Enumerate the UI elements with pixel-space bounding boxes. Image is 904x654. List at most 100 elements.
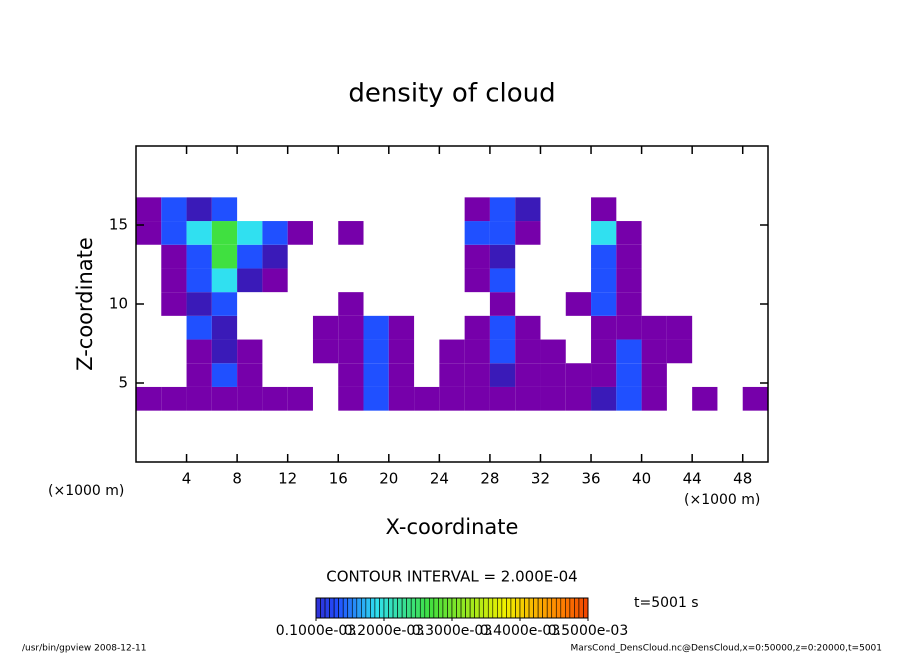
colorbar-stripe bbox=[583, 597, 589, 619]
cell bbox=[262, 316, 287, 340]
x-tick-label: 24 bbox=[430, 470, 449, 488]
cell bbox=[540, 292, 565, 316]
footer-right: MarsCond_DensCloud.nc@DensCloud,x=0:5000… bbox=[571, 644, 883, 654]
cell bbox=[515, 197, 541, 222]
cell bbox=[439, 221, 464, 245]
cell bbox=[338, 339, 364, 364]
cell bbox=[591, 268, 617, 293]
colorbar-stripe bbox=[320, 597, 326, 619]
colorbar-stripe bbox=[392, 597, 398, 619]
cell bbox=[161, 244, 187, 269]
cell bbox=[743, 268, 768, 292]
cell bbox=[692, 340, 717, 364]
colorbar-stripe bbox=[438, 597, 444, 619]
cell bbox=[237, 292, 262, 316]
cell bbox=[489, 292, 516, 316]
colorbar-stripe bbox=[365, 597, 371, 619]
cell bbox=[388, 386, 415, 411]
cell bbox=[439, 363, 465, 387]
cell bbox=[566, 197, 591, 221]
cell bbox=[389, 292, 414, 316]
cell bbox=[186, 221, 212, 245]
cell bbox=[364, 245, 389, 269]
cell bbox=[288, 363, 313, 387]
contour-note: CONTOUR INTERVAL = 2.000E-04 bbox=[326, 568, 577, 586]
cell bbox=[313, 268, 338, 292]
chart-title: density of cloud bbox=[348, 79, 555, 109]
cell bbox=[186, 244, 212, 269]
cell bbox=[262, 268, 288, 293]
cell bbox=[667, 387, 692, 411]
cell bbox=[186, 386, 212, 411]
cell bbox=[666, 339, 693, 364]
colorbar-stripe bbox=[388, 597, 394, 619]
x-tick-label: 12 bbox=[278, 470, 297, 488]
cell bbox=[666, 315, 693, 340]
colorbar-stripe bbox=[351, 597, 358, 619]
cell bbox=[515, 386, 541, 411]
colorbar-stripe bbox=[542, 597, 548, 619]
cell bbox=[388, 339, 415, 364]
cell bbox=[616, 292, 642, 316]
cell bbox=[237, 386, 263, 411]
colorbar-stripe bbox=[555, 597, 562, 619]
cell bbox=[313, 292, 338, 316]
cell bbox=[439, 245, 464, 269]
cell bbox=[312, 315, 339, 340]
cell bbox=[288, 292, 313, 316]
cell bbox=[692, 221, 717, 245]
cell bbox=[642, 268, 667, 292]
cell bbox=[667, 292, 692, 316]
x-tick-label: 8 bbox=[232, 470, 242, 488]
cell bbox=[566, 340, 591, 364]
y-tick-label: 10 bbox=[109, 295, 128, 313]
cell bbox=[439, 197, 464, 221]
cell bbox=[489, 221, 516, 245]
colorbar-stripe bbox=[478, 597, 485, 619]
colorbar-stripe bbox=[469, 597, 475, 619]
cell bbox=[717, 245, 742, 269]
colorbar-stripe bbox=[361, 597, 367, 619]
cell bbox=[262, 244, 288, 269]
cell bbox=[237, 363, 263, 387]
cell bbox=[616, 268, 642, 293]
colorbar-stripe bbox=[451, 597, 457, 619]
cell bbox=[288, 245, 313, 269]
colorbar-stripe bbox=[324, 597, 330, 619]
cell bbox=[338, 386, 364, 411]
cell bbox=[288, 340, 313, 364]
colorbar-stripe bbox=[519, 597, 525, 619]
cell bbox=[566, 221, 591, 245]
cell bbox=[743, 340, 768, 364]
cell bbox=[464, 339, 490, 364]
cell bbox=[186, 315, 212, 340]
colorbar-stripe bbox=[528, 597, 534, 619]
colorbar-stripe bbox=[406, 597, 412, 619]
cell bbox=[161, 292, 187, 316]
cell bbox=[439, 339, 465, 364]
colorbar-stripe bbox=[410, 597, 417, 619]
cell bbox=[692, 245, 717, 269]
cell bbox=[211, 244, 238, 269]
cell bbox=[414, 268, 439, 292]
cell bbox=[515, 315, 541, 340]
cell bbox=[515, 221, 541, 245]
colorbar-tick-label: 0.5000e-03 bbox=[548, 623, 628, 639]
cell bbox=[489, 386, 516, 411]
colorbar-stripe bbox=[370, 597, 376, 619]
cell bbox=[667, 363, 692, 387]
cell bbox=[287, 386, 313, 411]
colorbar-tick-label: 0.2000e-03 bbox=[344, 623, 424, 639]
cell bbox=[414, 221, 439, 245]
cell bbox=[186, 197, 212, 222]
cell bbox=[388, 363, 415, 387]
cell bbox=[565, 292, 592, 316]
x-tick-label: 44 bbox=[683, 470, 702, 488]
colorbar-stripe bbox=[533, 597, 539, 619]
cell bbox=[439, 268, 464, 292]
cell bbox=[515, 292, 540, 316]
x-tick-label: 32 bbox=[531, 470, 550, 488]
cell bbox=[591, 315, 617, 340]
cell bbox=[692, 386, 718, 411]
cell bbox=[262, 363, 287, 387]
